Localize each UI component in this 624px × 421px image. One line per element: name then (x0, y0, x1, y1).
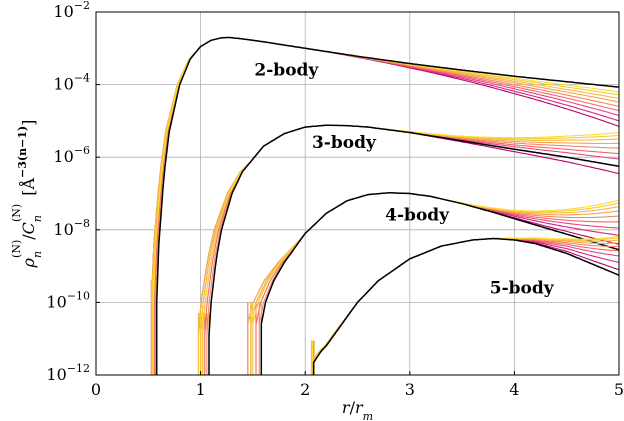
series-2-body-reference (155, 36, 619, 375)
series-5-body-line (310, 237, 619, 375)
series-3-body-line (204, 124, 619, 375)
x-tick-label: 0 (91, 380, 101, 399)
series-3-body-reference (208, 124, 619, 375)
y-tick-label: 10−8 (53, 217, 90, 239)
y-tick-label: 10−10 (46, 289, 90, 311)
x-tick-label: 2 (300, 380, 310, 399)
series-3-body-line (202, 124, 619, 375)
series-5-body-line (313, 237, 619, 375)
series-5-body-line (312, 237, 619, 375)
series-5-body-line (310, 237, 619, 375)
series-5-body-line (311, 237, 619, 375)
x-tick-label: 4 (509, 380, 519, 399)
annotation-label: 4-body (385, 206, 450, 226)
annotations: 2-body 3-body 4-body 5-body (254, 61, 554, 299)
y-tick-label: 10−12 (46, 362, 90, 384)
plot-frame (95, 11, 620, 376)
y-tick-label: 10−6 (53, 144, 90, 166)
series-5-body-line (313, 237, 619, 375)
series-5-body-reference (312, 237, 619, 375)
series-5-body-line (311, 237, 619, 375)
series-3-body-line (206, 124, 619, 375)
annotation-label: 5-body (490, 278, 555, 298)
x-tick-label: 3 (405, 380, 415, 399)
series-3-body-line (202, 124, 619, 375)
annotation-label: 2-body (254, 61, 319, 81)
series-3-body-line (208, 124, 619, 375)
grid (95, 11, 620, 376)
x-axis-label: r/rm (342, 398, 373, 421)
series-layer (150, 36, 619, 375)
series-4-body-reference (260, 192, 619, 375)
y-tick-label: 10−2 (53, 0, 90, 21)
series-5-body-line (311, 235, 619, 375)
x-tick-label: 1 (196, 380, 206, 399)
y-axis-label: ρn(N)/Cn(N)[Å−3(n−1)] (10, 120, 44, 269)
ticks: 0 1 2 3 4 5 10−12 10−10 10−8 10−6 10−4 10−2 (46, 0, 624, 399)
y-tick-label: 10−4 (53, 72, 90, 94)
x-tick-label: 5 (614, 380, 624, 399)
series-5-body-line (311, 237, 619, 375)
annotation-label: 3-body (312, 133, 377, 153)
